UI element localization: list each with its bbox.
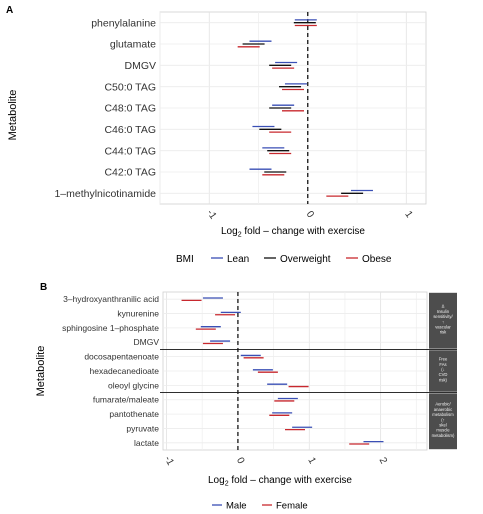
panel-a-tag: A: [6, 5, 13, 16]
panel-b-grid: [163, 292, 427, 450]
group-strip-label-line: risk: [440, 330, 447, 335]
category-label-c48-0-tag: C48:0 TAG: [104, 103, 156, 115]
panel-a-data-marks: [237, 19, 373, 197]
x-tick-label: 1: [305, 456, 318, 466]
panel-b: B -1 0 1 2 3–hydroxyanthranilic acid kynuren…: [35, 282, 457, 512]
category-label-dmgv: DMGV: [134, 337, 160, 347]
legend-label-overweight: Overweight: [280, 254, 331, 265]
category-label-c42-0-tag: C42:0 TAG: [104, 167, 156, 179]
x-tick-label: -1: [204, 208, 218, 222]
panel-a-y-axis-label: Metabolite: [7, 90, 19, 141]
x-tick-label: 1: [402, 209, 414, 220]
panel-b-x-axis-label: Log2 fold – change with exercise: [208, 475, 352, 488]
x-tick-label: 0: [304, 209, 316, 220]
category-label-kynurenine: kynurenine: [117, 309, 159, 319]
group-strip: [429, 393, 457, 450]
category-label-c50-0-tag: C50:0 TAG: [104, 81, 156, 93]
group-strip-label-line: Insulin: [437, 309, 450, 314]
panel-b-tag: B: [40, 282, 47, 293]
category-label-lactate: lactate: [134, 438, 159, 448]
panel-b-y-axis-label: Metabolite: [35, 346, 47, 397]
x-tick-label: 2: [377, 456, 390, 466]
category-label-pantothenate: pantothenate: [109, 409, 159, 419]
panel-b-category-labels: 3–hydroxyanthranilic acid kynurenine sphin…: [62, 294, 159, 448]
category-label-oleoyl-glycine: oleoyl glycine: [108, 380, 159, 390]
legend-label-obese: Obese: [362, 254, 392, 265]
category-label-glutamate: glutamate: [110, 39, 156, 51]
category-label-sphingosine-1-phosphate: sphingosine 1–phosphate: [62, 323, 159, 333]
group-strip-label: Free FAs (↓ CVD risk): [439, 357, 448, 383]
panel-b-legend: Male Female: [212, 501, 308, 512]
group-strip-label-line: (↑: [441, 417, 445, 422]
category-label-c46-0-tag: C46:0 TAG: [104, 124, 156, 136]
panel-a-x-ticks: -1 0 1: [204, 208, 414, 222]
group-strip-label-line: FAs: [439, 362, 446, 367]
legend-label-male: Male: [226, 501, 247, 512]
category-label-hexadecanedioate: hexadecanedioate: [90, 366, 160, 376]
group-strip-label-line: risk): [439, 377, 448, 382]
panel-a-legend: BMI Lean Overweight Obese: [176, 254, 392, 265]
legend-label-lean: Lean: [227, 254, 249, 265]
category-label-phenylalanine: phenylalanine: [91, 17, 156, 29]
panel-b-group-strips: Δ Insulin sensitivity/↑ vascular risk Free FAs…: [160, 292, 457, 450]
panel-a-category-labels: phenylalanine glutamate DMGV C50:0 TAG C48:0…: [54, 17, 156, 200]
group-strip-label-line: muscle: [436, 428, 450, 433]
category-label-3-hydroxyanthranilic-acid: 3–hydroxyanthranilic acid: [63, 294, 159, 304]
group-strip: [429, 292, 457, 349]
group-strip-label-line: Δ: [442, 304, 445, 309]
group-strip-label-line: skel: [439, 422, 447, 427]
group-strip: [429, 350, 457, 392]
group-strip-label-line: ↑: [442, 319, 444, 324]
group-strip-label: Aerobic/anaerobic metabolism (↑ skel muscle m…: [432, 402, 455, 438]
category-label-dmgv: DMGV: [125, 60, 157, 72]
panel-a-x-axis-label: Log2 fold – change with exercise: [221, 226, 365, 239]
x-tick-label: -1: [162, 454, 176, 467]
group-strip-label-line: Free: [439, 357, 448, 362]
panel-a: A -1 0 1 phenylalanine glutamate DMGV C50:0 T…: [6, 5, 427, 265]
group-strip-label-line: anaerobic: [434, 407, 452, 412]
category-label-pyruvate: pyruvate: [126, 423, 159, 433]
category-label-1-methylnicotinamide: 1–methylnicotinamide: [54, 188, 156, 200]
group-strip-label-line: (↓: [441, 367, 445, 372]
legend-label-female: Female: [276, 501, 308, 512]
legend-title: BMI: [176, 254, 194, 265]
group-strip-label-line: vascular: [435, 325, 451, 330]
group-strip-label-line: metabolism: [432, 412, 454, 417]
panel-b-data-marks: [181, 297, 384, 445]
group-strip-label-line: Aerobic/: [435, 402, 451, 407]
group-strip-label-line: metabolism): [432, 433, 455, 438]
group-strip-label-line: CVD: [439, 372, 448, 377]
group-strip-label-line: sensitivity/: [433, 314, 453, 319]
category-label-fumarate-maleate: fumarate/maleate: [93, 395, 159, 405]
group-strip-label: Δ Insulin sensitivity/↑ vascular risk: [433, 304, 453, 335]
category-label-docosapentaenoate: docosapentaenoate: [84, 352, 159, 362]
x-tick-label: 0: [234, 456, 247, 466]
category-label-c44-0-tag: C44:0 TAG: [104, 145, 156, 157]
panel-b-x-ticks: -1 0 1 2: [162, 454, 389, 467]
